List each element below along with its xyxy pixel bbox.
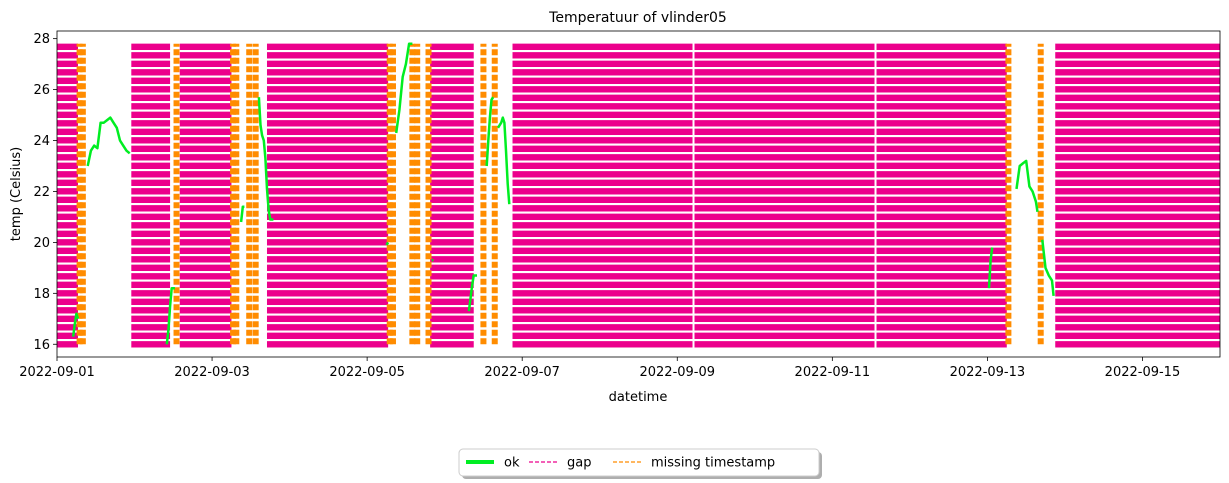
x-tick-label: 2022-09-15 [1105, 365, 1181, 380]
y-tick-label: 28 [33, 32, 50, 47]
ok-line [86, 116, 131, 167]
ok-line [257, 97, 274, 221]
gap-band [512, 43, 1007, 348]
legend-label: missing timestamp [651, 456, 775, 471]
gap-band [1055, 43, 1220, 348]
plot-area [57, 42, 1220, 348]
ok-line [239, 205, 245, 223]
gap-band [430, 43, 474, 348]
legend-entries: ok gap missing timestamp [466, 456, 775, 471]
x-tick-label: 2022-09-05 [329, 365, 405, 380]
axes-frame [56, 30, 1221, 358]
ok-series [71, 42, 1055, 345]
gap-band [131, 43, 171, 348]
y-tick-label: 16 [33, 338, 50, 353]
chart-title: Temperatuur of vlinder05 [548, 10, 727, 26]
x-tick-label: 2022-09-01 [19, 365, 95, 380]
gap-band [57, 43, 78, 348]
x-tick-label: 2022-09-09 [639, 365, 715, 380]
ok-line [385, 241, 390, 246]
x-tick-label: 2022-09-11 [795, 365, 871, 380]
ok-line [987, 247, 994, 289]
ok-line [71, 312, 80, 337]
ok-line [496, 116, 511, 205]
x-axis-label: datetime [609, 390, 668, 405]
gap-band [266, 43, 389, 348]
y-tick-label: 24 [33, 134, 50, 149]
legend-label: ok [504, 456, 520, 471]
ok-line [467, 274, 477, 312]
y-tick-label: 20 [33, 236, 50, 251]
ok-line [485, 96, 495, 167]
gap-band [179, 43, 232, 348]
y-tick-label: 26 [33, 83, 50, 98]
legend-label: gap [567, 456, 591, 471]
x-tick-label: 2022-09-03 [174, 365, 250, 380]
x-tick-label: 2022-09-07 [484, 365, 560, 380]
gap-bands [57, 43, 1220, 348]
ok-line [1041, 239, 1055, 297]
missing-timestamp-bands [76, 43, 1044, 345]
legend: ok gap missing timestamp [458, 448, 822, 479]
y-tick-label: 22 [33, 185, 50, 200]
x-tick-label: 2022-09-13 [950, 365, 1026, 380]
y-axis-label: temp (Celsius) [9, 147, 24, 241]
ok-line [394, 42, 413, 134]
ok-line [165, 286, 175, 345]
ok-line [1015, 159, 1039, 212]
y-axis: 16 18 20 22 24 26 28 [33, 32, 57, 353]
x-axis: 2022-09-01 2022-09-03 2022-09-05 2022-09-07… [19, 357, 1180, 380]
y-tick-label: 18 [33, 287, 50, 302]
